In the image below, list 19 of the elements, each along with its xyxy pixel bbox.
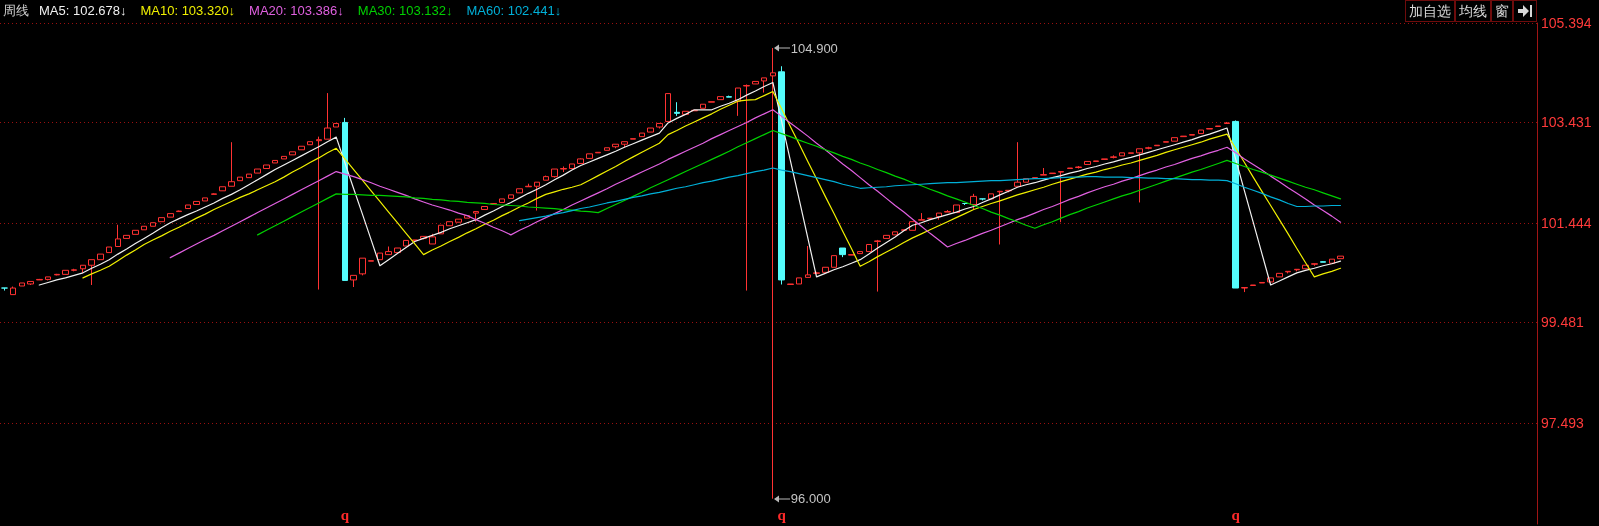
text: MA60: 102.441↓: [466, 3, 562, 18]
y-tick-label: 97.493: [1541, 415, 1585, 432]
text: MA20: 103.386↓: [249, 3, 344, 18]
annotation: 104.900: [790, 40, 838, 56]
y-tick-label: 103.431: [1541, 114, 1592, 131]
annotation: q: [1231, 507, 1240, 523]
y-tick-label: 105.394: [1541, 15, 1592, 31]
chart-title: 周线: [3, 3, 29, 18]
text: MA30: 103.132↓: [357, 3, 453, 18]
annotation: q: [777, 507, 786, 523]
y-tick-label: 101.444: [1541, 215, 1592, 232]
text: MA5: 102.678↓: [39, 3, 127, 18]
annotation: 96.000: [790, 491, 831, 507]
toolbar-button: 均线: [1455, 0, 1491, 22]
annotation: q: [340, 507, 350, 523]
text: MA10: 103.320↓: [140, 3, 236, 18]
toolbar-button: 窗: [1491, 0, 1513, 22]
y-tick-label: 99.481: [1541, 314, 1585, 331]
toolbar-button: 加自选: [1405, 0, 1455, 22]
